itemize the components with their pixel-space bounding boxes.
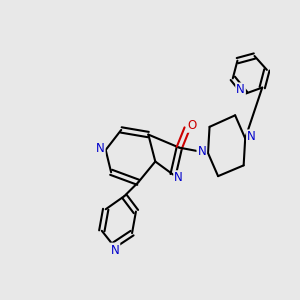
Text: N: N xyxy=(111,244,119,256)
Text: N: N xyxy=(96,142,105,155)
Text: N: N xyxy=(247,130,256,143)
Text: N: N xyxy=(197,145,206,158)
Text: N: N xyxy=(174,171,183,184)
Text: O: O xyxy=(187,119,196,132)
Text: N: N xyxy=(236,83,245,96)
